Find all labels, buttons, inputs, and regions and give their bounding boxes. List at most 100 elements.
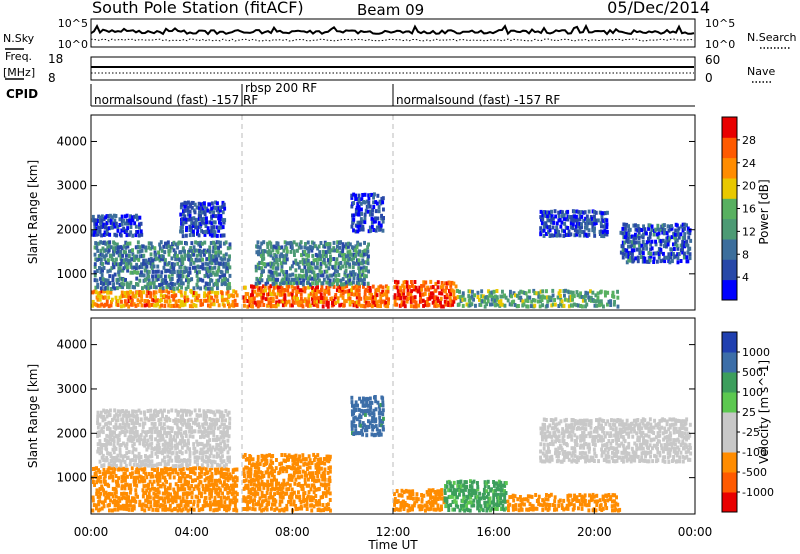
echo-cell — [224, 486, 228, 491]
echo-cell — [410, 280, 413, 284]
echo-cell — [379, 403, 383, 407]
echo-cell — [193, 202, 197, 207]
echo-cell — [176, 484, 180, 488]
echo-cell — [193, 471, 197, 476]
echo-cell — [226, 484, 230, 489]
echo-cell — [100, 426, 104, 431]
echo-cell — [449, 283, 453, 288]
echo-cell — [141, 244, 145, 249]
echo-cell — [204, 281, 208, 286]
echo-cell — [544, 221, 548, 226]
echo-cell — [263, 249, 267, 254]
echo-cell — [121, 268, 125, 273]
echo-cell — [215, 270, 219, 275]
echo-cell — [257, 474, 261, 479]
echo-cell — [368, 412, 372, 417]
colorbar-swatch — [722, 259, 737, 281]
echo-cell — [102, 254, 106, 259]
echo-cell — [213, 265, 217, 270]
echo-cell — [657, 252, 661, 256]
echo-cell — [637, 227, 641, 232]
echo-cell — [358, 249, 361, 254]
echo-cell — [336, 282, 339, 286]
echo-cell — [163, 250, 167, 255]
echo-cell — [127, 295, 131, 300]
echo-cell — [199, 298, 203, 303]
echo-cell — [372, 425, 376, 430]
echo-cell — [336, 248, 339, 253]
echo-cell — [393, 492, 396, 497]
echo-cell — [476, 487, 480, 492]
echo-cell — [165, 470, 168, 475]
echo-cell — [102, 492, 106, 497]
echo-cell — [393, 502, 396, 507]
echo-cell — [662, 251, 665, 256]
echo-cell — [287, 499, 290, 504]
echo-cell — [225, 425, 228, 430]
echo-cell — [99, 248, 103, 253]
echo-cell — [123, 230, 127, 234]
echo-cell — [550, 233, 554, 238]
echo-cell — [205, 421, 208, 426]
echo-cell — [451, 494, 454, 499]
echo-cell — [191, 224, 195, 228]
echo-cell — [526, 295, 530, 300]
echo-cell — [176, 434, 179, 439]
echo-cell — [612, 294, 616, 299]
echo-cell — [127, 495, 130, 500]
echo-cell — [317, 478, 321, 483]
echo-cell — [159, 437, 163, 442]
echo-cell — [357, 293, 361, 297]
echo-cell — [120, 479, 124, 484]
echo-cell — [120, 491, 123, 496]
echo-cell — [146, 445, 150, 450]
echo-cell — [289, 466, 293, 471]
echo-cell — [131, 471, 134, 476]
freq-label-line1: Freq. — [5, 50, 32, 63]
echo-cell — [210, 302, 213, 307]
echo-cell — [107, 441, 111, 446]
echo-cell — [181, 435, 184, 440]
echo-cell — [366, 257, 370, 262]
echo-cell — [248, 461, 251, 465]
echo-cell — [501, 302, 504, 307]
echo-cell — [296, 281, 300, 286]
echo-cell — [170, 408, 174, 413]
echo-cell — [160, 248, 164, 253]
echo-cell — [345, 280, 348, 285]
echo-cell — [246, 299, 250, 303]
echo-cell — [273, 253, 277, 257]
echo-cell — [105, 281, 108, 285]
echo-cell — [147, 491, 151, 496]
echo-cell — [314, 244, 317, 249]
echo-cell — [277, 481, 280, 486]
echo-cell — [197, 508, 201, 513]
echo-cell — [222, 241, 226, 246]
echo-cell — [163, 417, 167, 422]
echo-cell — [179, 503, 183, 508]
echo-cell — [445, 500, 449, 505]
echo-cell — [341, 291, 345, 296]
echo-cell — [140, 467, 144, 472]
echo-cell — [226, 467, 230, 472]
echo-cell — [637, 240, 641, 245]
echo-cell — [137, 257, 141, 262]
echo-cell — [210, 229, 213, 234]
echo-cell — [558, 218, 562, 222]
echo-cell — [194, 494, 198, 499]
echo-cell — [119, 504, 123, 509]
echo-cell — [649, 231, 652, 236]
echo-cell — [541, 228, 545, 233]
echo-cell — [184, 233, 188, 238]
echo-cell — [332, 240, 336, 245]
echo-cell — [99, 269, 103, 274]
echo-cell — [512, 291, 516, 296]
echo-cell — [181, 474, 185, 479]
echo-cell — [326, 276, 330, 281]
echo-cell — [667, 228, 671, 233]
echo-cell — [233, 302, 237, 307]
echo-cell — [260, 270, 264, 274]
echo-cell — [210, 201, 214, 206]
echo-cell — [263, 494, 267, 499]
echo-cell — [343, 284, 347, 289]
